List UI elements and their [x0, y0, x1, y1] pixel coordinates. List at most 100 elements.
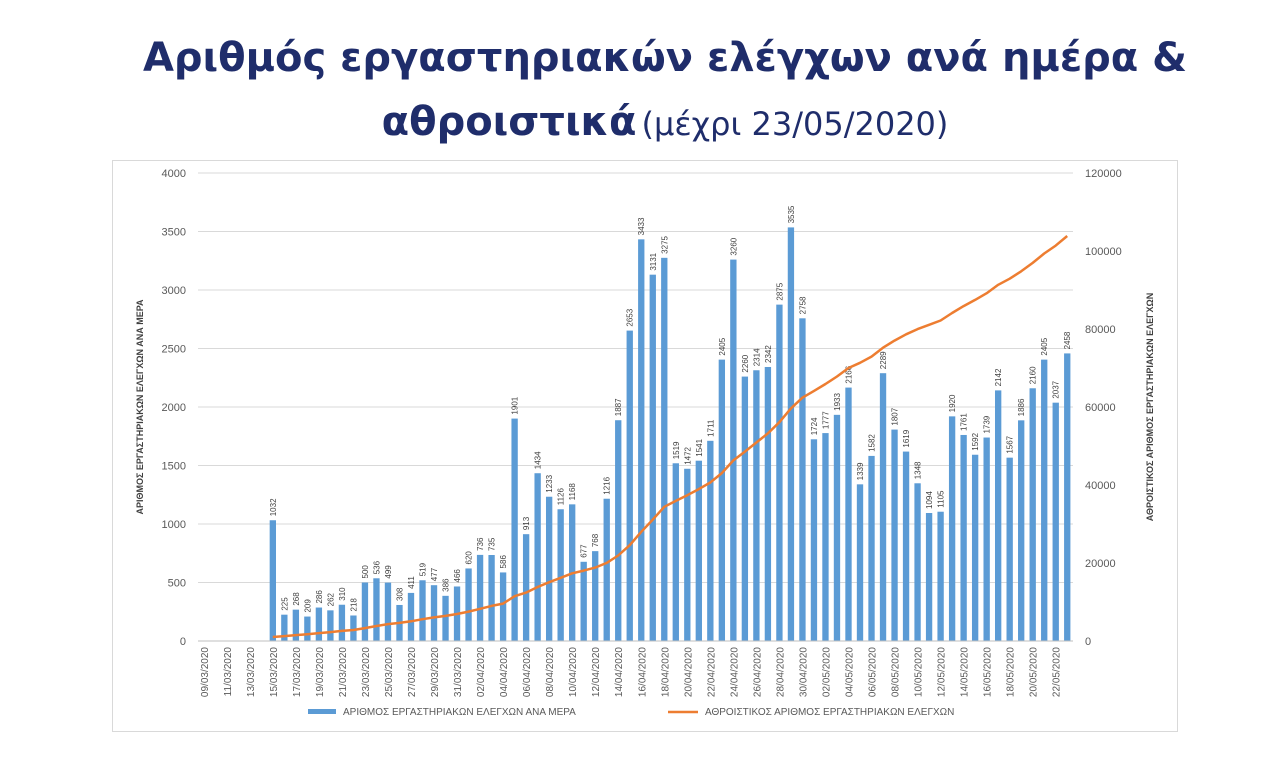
- bar: [592, 551, 599, 641]
- bar-data-label: 2405: [1040, 337, 1049, 355]
- x-tick-label: 25/03/2020: [384, 647, 395, 697]
- cumulative-line: [272, 235, 1069, 639]
- x-tick-label: 31/03/2020: [453, 647, 464, 697]
- bar: [822, 433, 829, 641]
- x-tick-label: 02/04/2020: [476, 647, 487, 697]
- bar-data-label: 209: [303, 599, 312, 613]
- bar: [488, 555, 495, 641]
- bar: [799, 318, 806, 641]
- bar-data-label: 1541: [695, 438, 704, 456]
- bar: [292, 609, 300, 641]
- bar: [764, 366, 772, 641]
- bar: [465, 568, 472, 641]
- bar: [338, 604, 346, 641]
- x-tick-label: 23/03/2020: [361, 647, 372, 697]
- y2-tick-label: 100000: [1085, 246, 1122, 258]
- bar-data-label: 1339: [856, 462, 865, 480]
- bar: [810, 439, 818, 641]
- y2-axis-title: ΑΘΡΟΙΣΤΙΚΟΣ ΑΡΙΘΜΟΣ ΕΡΓΑΣΤΗΡΙΑΚΩΝ ΕΛΕΓΧΩ…: [1145, 293, 1155, 521]
- bar: [925, 513, 933, 641]
- y-tick-label: 1000: [162, 519, 186, 531]
- bar-data-label: 2342: [764, 345, 773, 363]
- x-tick-label: 17/03/2020: [292, 647, 303, 697]
- x-tick-label: 09/03/2020: [200, 647, 211, 697]
- bar-data-label: 536: [372, 560, 381, 574]
- x-tick-label: 06/05/2020: [868, 647, 879, 697]
- bar-data-label: 1739: [983, 415, 992, 433]
- y2-tick-label: 60000: [1085, 402, 1116, 414]
- bar: [994, 390, 1002, 641]
- x-tick-label: 12/04/2020: [591, 647, 602, 697]
- x-tick-label: 20/05/2020: [1029, 647, 1040, 697]
- bar-data-label: 1933: [833, 392, 842, 410]
- y-tick-label: 3000: [162, 285, 186, 297]
- bar-data-label: 1126: [557, 488, 566, 506]
- x-tick-label: 16/04/2020: [637, 647, 648, 697]
- y2-tick-label: 0: [1085, 636, 1091, 648]
- bar: [937, 511, 944, 641]
- chart-container: 0 500 1000 1500 2000 2500 3000 3500 4000 0 20000 40…: [112, 160, 1178, 732]
- legend-label-line: ΑΘΡΟΙΣΤΙΚΟΣ ΑΡΙΘΜΟΣ ΕΡΓΑΣΤΗΡΙΑΚΩΝ ΕΛΕΓΧΩ…: [705, 707, 954, 718]
- bar-data-label: 499: [384, 565, 393, 579]
- bar-data-label: 477: [430, 567, 439, 581]
- bar: [787, 227, 795, 641]
- y-tick-label: 500: [168, 578, 186, 590]
- bar: [1052, 402, 1059, 641]
- bar: [730, 259, 737, 641]
- bar-data-label: 268: [292, 592, 301, 606]
- bar-data-label: 2260: [741, 354, 750, 372]
- legend-swatch-bars: [308, 709, 336, 714]
- bar-data-label: 2458: [1063, 331, 1072, 349]
- bar: [1064, 353, 1071, 641]
- x-tick-label: 29/03/2020: [430, 647, 441, 697]
- x-tick-label: 15/03/2020: [269, 647, 280, 697]
- bar: [638, 239, 645, 641]
- bar: [1018, 420, 1025, 641]
- y-tick-label: 2500: [162, 344, 186, 356]
- bar-data-label: 519: [419, 562, 428, 576]
- bar-data-label: 1761: [960, 413, 969, 431]
- y-tick-label: 4000: [162, 168, 186, 180]
- bar-data-label: 2653: [626, 308, 635, 326]
- bar-data-label: 1094: [925, 491, 934, 509]
- x-tick-label: 28/04/2020: [775, 647, 786, 697]
- bar: [661, 257, 668, 641]
- bar-data-label: 3433: [637, 217, 646, 235]
- y-tick-label: 2000: [162, 402, 186, 414]
- bar: [741, 376, 749, 641]
- bar: [879, 373, 887, 641]
- bar-data-label: 1920: [948, 394, 957, 412]
- bar: [753, 370, 760, 641]
- bar: [603, 498, 610, 641]
- bar: [476, 554, 484, 641]
- bar-data-label: 3131: [649, 252, 658, 270]
- bar-data-label: 1348: [914, 461, 923, 479]
- bar: [315, 607, 323, 641]
- bar-data-label: 1519: [672, 441, 681, 459]
- bar-data-label: 386: [442, 578, 451, 592]
- page-title: Αριθμός εργαστηριακών ελέγχων ανά ημέρα …: [100, 30, 1230, 158]
- bar: [960, 434, 967, 641]
- bar: [856, 484, 864, 641]
- bar-data-label: 1619: [902, 429, 911, 447]
- x-tick-label: 16/05/2020: [983, 647, 994, 697]
- x-tick-label: 24/04/2020: [729, 647, 740, 697]
- x-tick-label: 22/04/2020: [706, 647, 717, 697]
- bar: [833, 414, 841, 641]
- x-tick-label: 06/04/2020: [522, 647, 533, 697]
- bar: [580, 561, 587, 641]
- y-tick-label: 3500: [162, 227, 186, 239]
- bar-data-label: 1105: [937, 490, 946, 508]
- bar: [281, 614, 288, 641]
- bar-data-label: 620: [465, 551, 474, 565]
- bar-data-label: 466: [453, 569, 462, 583]
- bar: [845, 387, 852, 641]
- x-tick-label: 27/03/2020: [407, 647, 418, 697]
- bar: [684, 468, 691, 641]
- bar: [718, 359, 726, 641]
- bar: [776, 304, 783, 641]
- x-tick-label: 02/05/2020: [821, 647, 832, 697]
- bar-data-label: 1472: [683, 446, 692, 464]
- x-tick-label: 11/03/2020: [223, 647, 234, 697]
- bar: [373, 578, 380, 641]
